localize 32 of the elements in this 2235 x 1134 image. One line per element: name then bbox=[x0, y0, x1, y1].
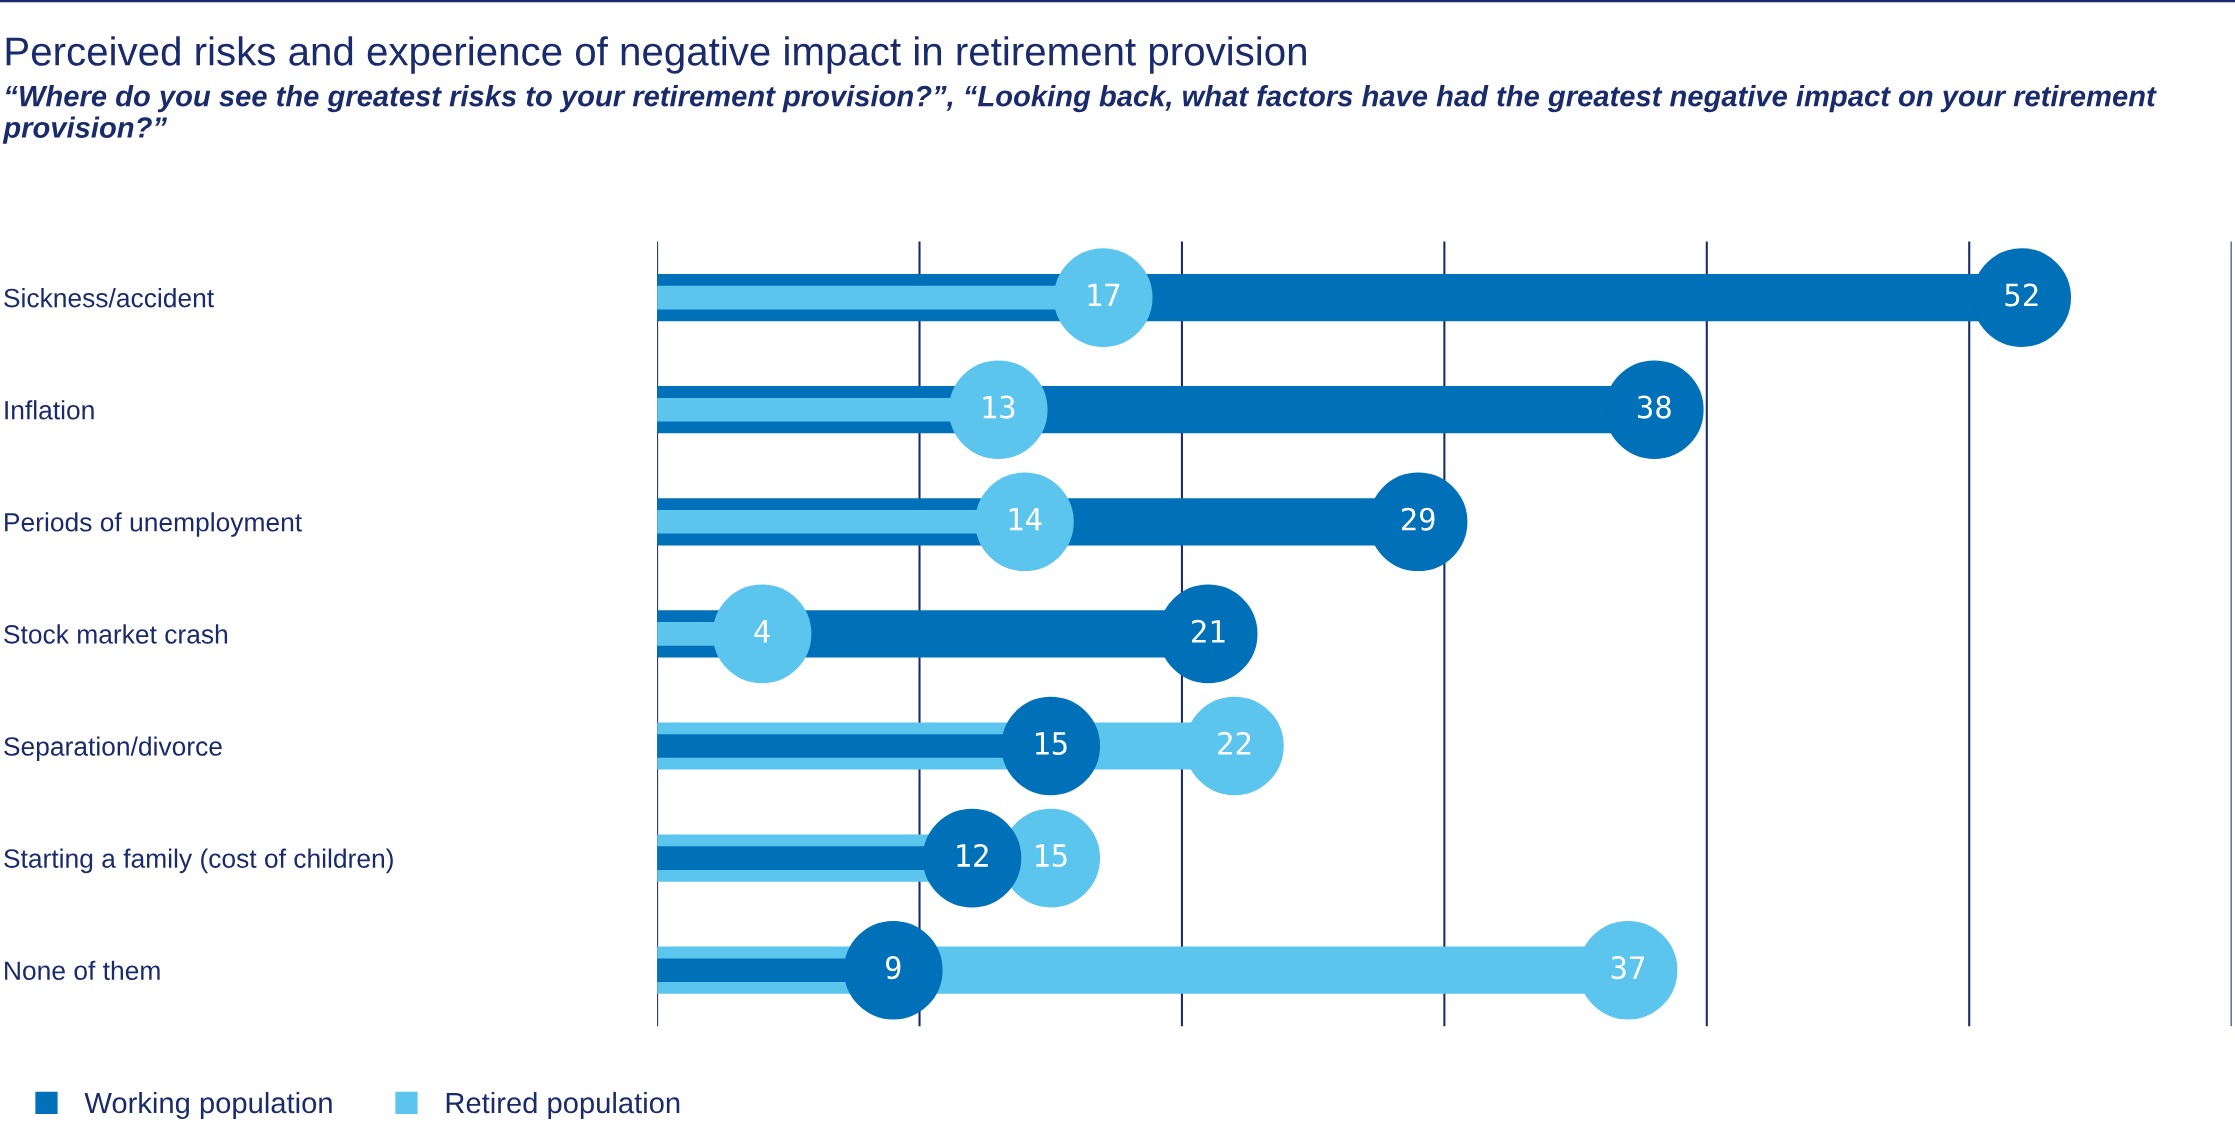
data-label: 17 bbox=[1088, 283, 1120, 307]
data-label: 13 bbox=[983, 395, 1015, 419]
data-label: 22 bbox=[1218, 731, 1251, 755]
data-label: 38 bbox=[1637, 395, 1671, 419]
point bbox=[1053, 248, 1153, 347]
y-tick-label: Separation/divorce bbox=[4, 736, 222, 762]
chart-title: Perceived risks and experience of negative impact in retirement provision bbox=[6, 36, 1306, 74]
data-label: 52 bbox=[2005, 283, 2038, 307]
y-tick-label: Inflation bbox=[5, 400, 94, 420]
y-tick-label: Stock market crash bbox=[4, 624, 228, 644]
data-label: 37 bbox=[1611, 956, 1645, 980]
data-label: 9 bbox=[885, 956, 901, 980]
point bbox=[948, 360, 1048, 460]
y-tick-label: Sickness/accident bbox=[4, 288, 214, 308]
data-label: 29 bbox=[1402, 507, 1435, 531]
chart-subtitle: “Where do you see the greatest risks to your retirement provision?”, “Looking back, what factors have had the greatest negative impact on your retirement provision?” bbox=[2, 85, 2157, 144]
point bbox=[843, 920, 943, 1020]
point bbox=[712, 584, 812, 684]
y-tick-label: Starting a family (cost of children) bbox=[4, 848, 393, 874]
y-tick-label: None of them bbox=[5, 960, 160, 981]
y-tick-label: Periods of unemployment bbox=[5, 512, 302, 537]
data-label: 21 bbox=[1192, 619, 1225, 643]
legend-label: Working population bbox=[84, 1091, 332, 1120]
legend-label: Retired population bbox=[446, 1091, 680, 1120]
point bbox=[1001, 696, 1101, 796]
data-label: 4 bbox=[754, 620, 770, 643]
point bbox=[975, 472, 1074, 572]
data-label: 15 bbox=[1036, 732, 1067, 755]
data-label: 15 bbox=[1036, 844, 1067, 868]
data-label: 14 bbox=[1009, 508, 1042, 531]
data-label: 12 bbox=[957, 843, 988, 867]
point bbox=[922, 808, 1022, 908]
